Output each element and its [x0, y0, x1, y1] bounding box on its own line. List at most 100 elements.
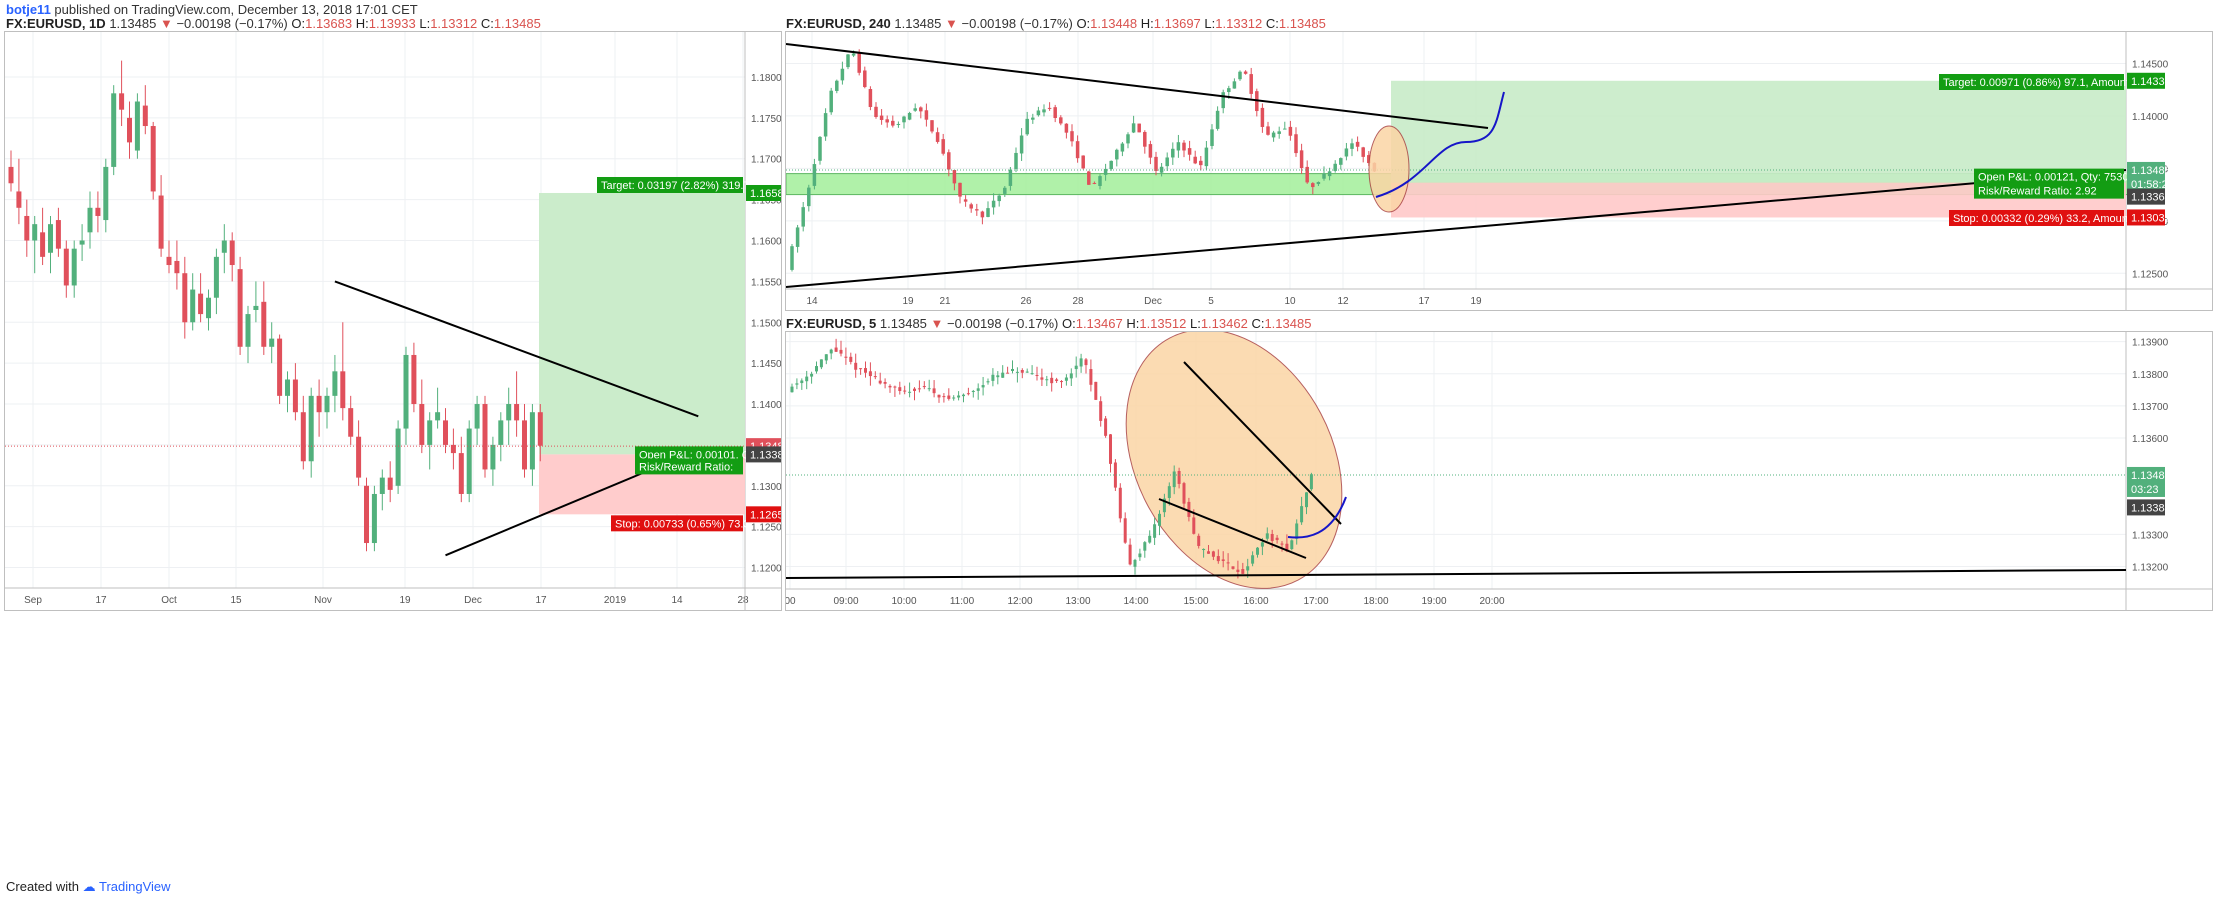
daily-y-tick: 1.16500: [751, 196, 781, 207]
daily-candle-body: [40, 232, 46, 257]
h4-candle-body: [924, 110, 929, 120]
h4-candle-body: [801, 207, 805, 227]
h4-rr-label-bg: [1974, 182, 2124, 199]
m5-countdown-tag-bg: [2127, 480, 2165, 497]
h4-candle-body: [1081, 155, 1085, 169]
daily-candle-body: [537, 412, 543, 446]
h4-candle-body: [930, 120, 934, 132]
m5-candle-body: [1246, 566, 1250, 571]
h4-candle-body: [1305, 166, 1309, 183]
daily-y-tick: 1.15500: [751, 277, 781, 288]
h4-candle-body: [1019, 135, 1024, 154]
daily-high: 1.13933: [368, 16, 416, 31]
daily-x-tick: 19: [399, 595, 411, 606]
h4-chart-panel[interactable]: 1.145001.140001.135001.130001.1250014192…: [785, 31, 2213, 311]
h4-candle-body: [829, 90, 833, 113]
m5-l-label: L:: [1189, 316, 1201, 331]
m5-candle-body: [1015, 371, 1019, 373]
h4-last-price-tag-bg: [2127, 161, 2165, 178]
daily-candle-body: [292, 379, 298, 413]
daily-candle-body: [95, 207, 101, 216]
daily-candle-body: [466, 428, 472, 494]
daily-candle-body: [221, 240, 227, 253]
daily-candle-body: [316, 395, 322, 413]
m5-x-tick: 18:00: [1363, 596, 1388, 607]
h4-candle-body: [874, 106, 878, 117]
m5-candle-body: [888, 385, 892, 388]
h4-candle-body: [1131, 123, 1136, 133]
daily-candle-body: [206, 297, 211, 319]
m5-candle-body: [1133, 559, 1137, 567]
m5-candle-body: [903, 390, 907, 392]
daily-chart[interactable]: 1.18000 1.17500 1.17000 1.16500 1.16000 1.155…: [5, 32, 790, 610]
h4-candle-body: [1025, 118, 1029, 135]
m5-candle-body: [1158, 513, 1161, 526]
h4-candle-body: [891, 120, 895, 126]
daily-candle-body: [16, 191, 22, 208]
h4-stop-price-tag: 1.13032: [2131, 212, 2171, 224]
h4-last-price-tag: 1.13485: [2131, 165, 2171, 177]
daily-candle-body: [419, 404, 425, 445]
daily-candle-body: [55, 220, 61, 249]
m5-chart-panel[interactable]: 1.13900 1.13800 1.13700 1.13600 1.13300 1.132…: [784, 329, 2213, 611]
h4-x-tick: 12: [1337, 296, 1349, 307]
h4-candle-body: [1148, 144, 1153, 158]
h4-candle-body: [907, 112, 912, 120]
h4-high: 1.13697: [1153, 16, 1201, 31]
m5-chart[interactable]: 1.13900 1.13800 1.13700 1.13600 1.13300 1.132…: [784, 329, 2212, 610]
m5-projection-curve: [1287, 496, 1347, 539]
h4-candle-body: [986, 208, 990, 217]
m5-y-tick: 1.13300: [2132, 530, 2169, 541]
tradingview-link[interactable]: TradingView: [99, 879, 171, 894]
m5-candle-body: [962, 394, 965, 397]
daily-stop-price-tag-bg: [746, 506, 781, 523]
h4-candle-body: [868, 89, 873, 107]
m5-candle-body: [1260, 542, 1264, 547]
daily-x-tick: 28: [737, 595, 749, 606]
h4-target-label: Target: 0.00971 (0.86%) 97.1, Amount: 1: [1943, 77, 2141, 89]
h4-candle-body: [1014, 152, 1018, 169]
m5-candle-body: [868, 371, 872, 377]
m5-candle-body: [1221, 559, 1225, 561]
h4-candle-body: [991, 200, 996, 208]
h4-stop-label: Stop: 0.00332 (0.29%) 33.2, Amount:: [1953, 213, 2134, 225]
h4-candle-body: [1215, 110, 1220, 129]
m5-candle-body: [917, 388, 921, 390]
m5-candle-body: [1207, 551, 1210, 554]
h4-candle-body: [1036, 110, 1041, 116]
daily-candle-body: [71, 248, 77, 286]
m5-candle-body: [790, 386, 794, 393]
daily-candle-body: [522, 420, 527, 470]
h4-c-label: C:: [1265, 16, 1279, 31]
daily-candle-body: [119, 93, 125, 110]
h4-x-tick: 21: [939, 296, 951, 307]
h4-candle-body: [840, 68, 845, 81]
daily-legend: FX:EURUSD, 1D 1.13485 ▼ −0.00198 (−0.17%…: [6, 16, 541, 31]
m5-candle-body: [1025, 371, 1029, 373]
h4-candle-body: [1367, 155, 1371, 164]
m5-candle-body: [1113, 462, 1117, 488]
daily-candle-body: [285, 379, 290, 396]
daily-chart-panel[interactable]: 1.18000 1.17500 1.17000 1.16500 1.16000 1.155…: [4, 31, 790, 611]
m5-candle-body: [976, 388, 980, 391]
h4-chart[interactable]: 1.145001.140001.135001.130001.1250014192…: [785, 32, 2212, 310]
h4-lower-trendline: [785, 169, 2127, 288]
daily-candle-body: [450, 444, 456, 454]
h4-candle-body: [913, 108, 917, 111]
daily-candle-body: [379, 477, 385, 494]
m5-candle-body: [947, 395, 951, 399]
m5-x-tick: 14:00: [1123, 596, 1148, 607]
daily-candle-body: [127, 117, 132, 143]
m5-candle-body: [1187, 501, 1191, 517]
h4-close: 1.13485: [1278, 16, 1326, 31]
m5-candle-body: [1216, 556, 1220, 562]
m5-candle-body: [1055, 379, 1059, 381]
h4-candle-body: [1361, 147, 1365, 157]
daily-rr-label: Risk/Reward Ratio:: [639, 461, 733, 473]
author-link[interactable]: botje11: [6, 2, 51, 17]
h4-candle-body: [1350, 143, 1354, 149]
h4-countdown-tag: 01:58:23: [2131, 179, 2174, 191]
daily-y-tick: 1.14000: [751, 400, 781, 411]
m5-candle-body: [1192, 517, 1196, 534]
